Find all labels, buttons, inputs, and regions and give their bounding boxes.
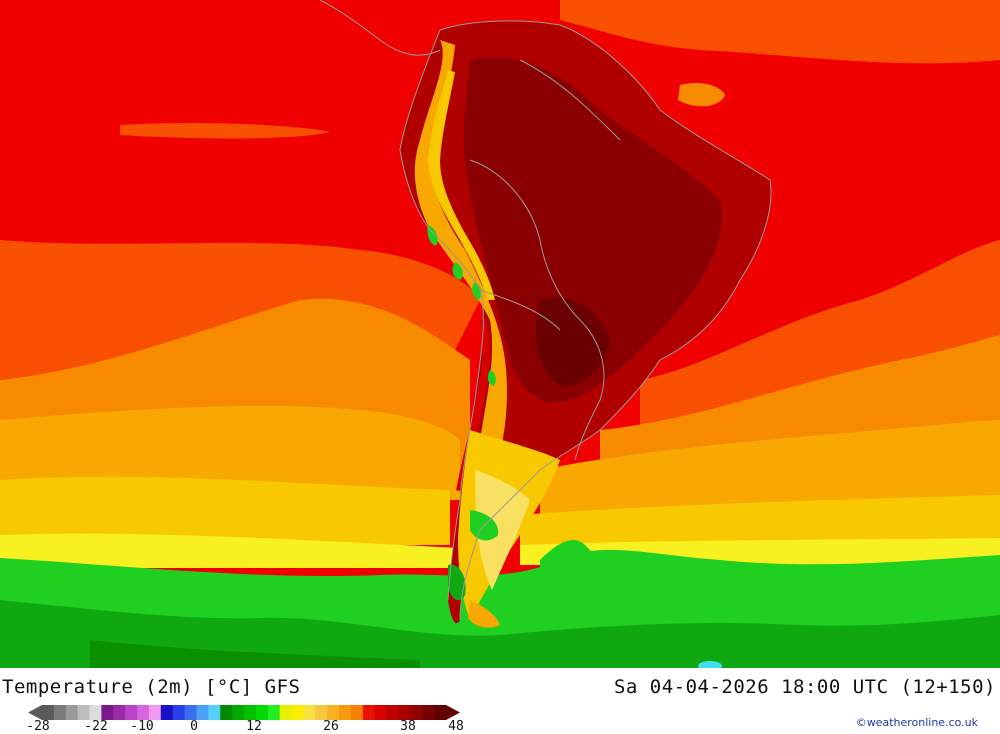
legend-swatch bbox=[244, 705, 257, 720]
band-light-orange-east bbox=[540, 420, 1000, 520]
legend-swatch bbox=[410, 705, 423, 720]
pacific-orange-strip bbox=[120, 122, 330, 139]
legend-swatch bbox=[220, 705, 233, 720]
legend-swatch bbox=[255, 705, 269, 720]
legend-swatch bbox=[386, 705, 399, 720]
legend-swatch bbox=[42, 705, 55, 720]
band-dark-green bbox=[0, 600, 1000, 668]
legend-swatch bbox=[172, 705, 186, 720]
legend-swatch bbox=[184, 705, 197, 720]
andes-green-3 bbox=[472, 282, 482, 300]
legend-swatch bbox=[374, 705, 388, 720]
atlantic-green bbox=[540, 540, 610, 580]
legend-swatch bbox=[101, 705, 114, 720]
legend-swatch bbox=[196, 705, 209, 720]
legend-tick-label: 48 bbox=[448, 719, 464, 734]
andes-green-2 bbox=[452, 262, 463, 280]
north-orange-strip bbox=[560, 0, 1000, 64]
legend-tick-label: 0 bbox=[190, 719, 198, 734]
cold-blob bbox=[698, 661, 722, 668]
legend-swatch bbox=[65, 705, 79, 720]
legend-swatch bbox=[267, 705, 281, 720]
legend-tick-label: -28 bbox=[26, 719, 50, 734]
legend-swatch bbox=[89, 705, 102, 720]
border-central-america bbox=[319, 0, 441, 56]
legend-swatch bbox=[422, 705, 435, 720]
legend-swatch bbox=[77, 705, 91, 720]
legend-arrow-right bbox=[446, 705, 460, 720]
andes-green-4 bbox=[487, 370, 496, 386]
patagonia-light-yellow bbox=[475, 470, 530, 590]
legend-swatch bbox=[232, 705, 245, 720]
border-coast bbox=[439, 20, 772, 621]
credit-link[interactable]: ©weatheronline.co.uk bbox=[855, 716, 978, 729]
fuego-orange bbox=[468, 600, 500, 628]
legend-swatch bbox=[303, 705, 316, 720]
continent-dark-core bbox=[463, 57, 722, 403]
north-orange-blob bbox=[678, 83, 725, 107]
color-legend bbox=[28, 705, 460, 720]
borders bbox=[319, 0, 772, 621]
band-light-orange bbox=[0, 405, 460, 500]
tierra-green bbox=[448, 564, 466, 601]
legend-swatch bbox=[279, 705, 293, 720]
band-yellow-orange bbox=[0, 476, 450, 545]
legend-swatch bbox=[291, 705, 304, 720]
legend-swatch bbox=[148, 705, 162, 720]
border-internal-3 bbox=[519, 59, 621, 141]
legend-swatch bbox=[113, 705, 126, 720]
legend-swatch bbox=[315, 705, 328, 720]
andes-yellow bbox=[428, 70, 495, 300]
footer-bar bbox=[0, 668, 1000, 733]
legend-swatch bbox=[53, 705, 67, 720]
legend-tick-label: 38 bbox=[400, 719, 416, 734]
map-datetime: Sa 04-04-2026 18:00 UTC (12+150) bbox=[613, 676, 996, 698]
band-darker-green bbox=[90, 640, 420, 668]
legend-tick-label: 26 bbox=[323, 719, 339, 734]
legend-swatch bbox=[398, 705, 411, 720]
legend-swatch bbox=[350, 705, 364, 720]
legend-swatch bbox=[339, 705, 352, 720]
legend-tick-label: -10 bbox=[130, 719, 154, 734]
legend-tick-label: -22 bbox=[84, 719, 108, 734]
legend-swatch bbox=[362, 705, 376, 720]
legend-tick-label: 12 bbox=[246, 719, 262, 734]
legend-swatch bbox=[327, 705, 340, 720]
continent-darkest-core bbox=[536, 297, 610, 386]
legend-swatch bbox=[208, 705, 221, 720]
map-svg bbox=[0, 0, 1000, 668]
border-internal-1 bbox=[469, 159, 581, 321]
border-internal-2 bbox=[574, 319, 605, 461]
band-yellow bbox=[0, 533, 460, 568]
legend-swatch bbox=[434, 705, 447, 720]
legend-arrow-left bbox=[28, 705, 42, 720]
border-internal-4 bbox=[479, 289, 561, 331]
map-title: Temperature (2m) [°C] GFS bbox=[2, 676, 301, 698]
andes-orange bbox=[414, 40, 507, 560]
legend-swatch bbox=[160, 705, 174, 720]
legend-swatch bbox=[137, 705, 150, 720]
chile-red bbox=[456, 320, 490, 492]
legend-swatch bbox=[125, 705, 138, 720]
temperature-map bbox=[0, 0, 1000, 668]
